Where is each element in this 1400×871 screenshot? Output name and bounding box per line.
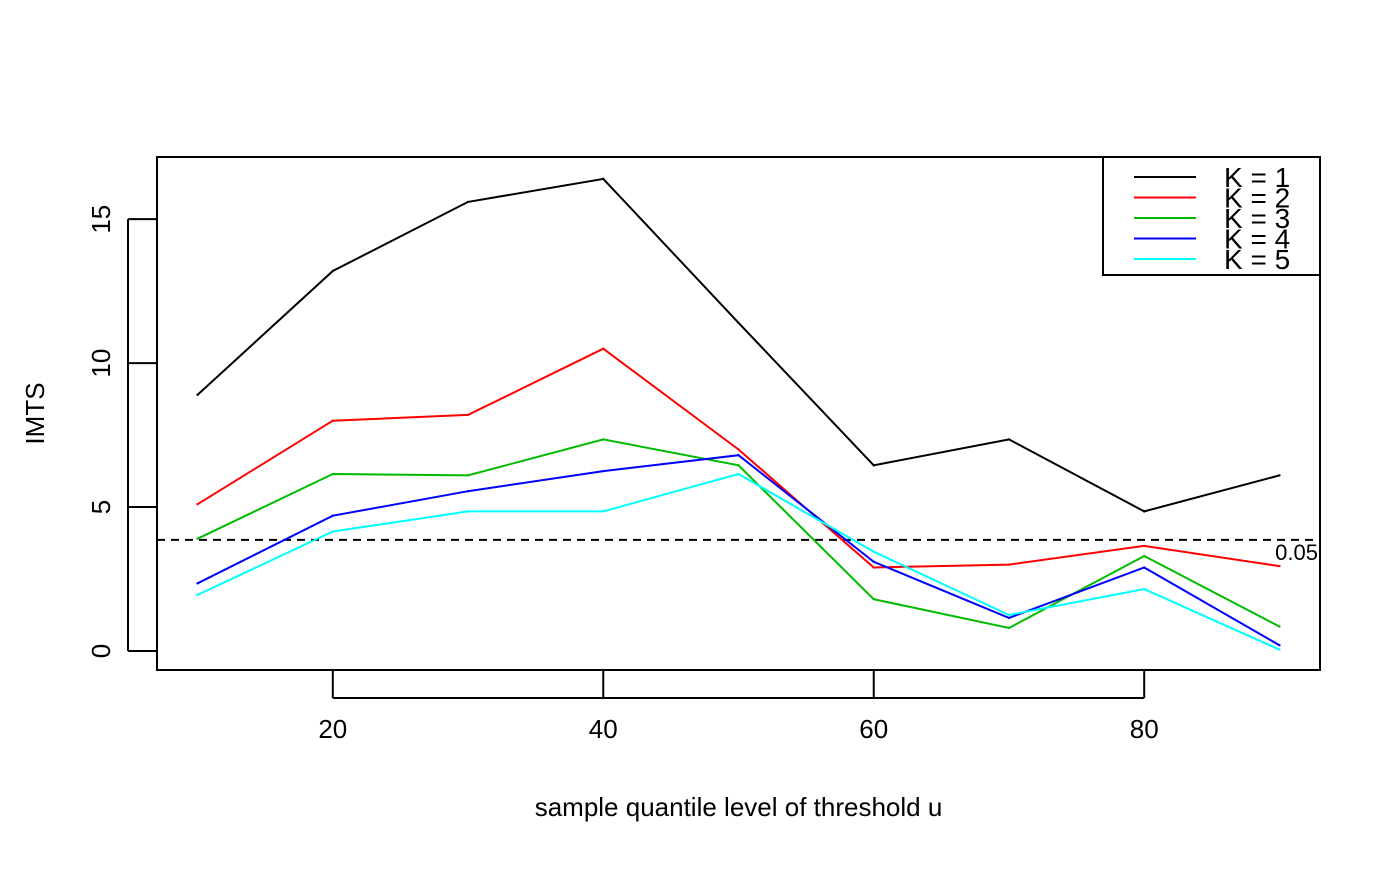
data-point-s5-8	[1142, 587, 1146, 591]
data-point-s1-5	[737, 321, 740, 325]
data-point-s2-3	[466, 413, 470, 417]
data-point-s1-6	[872, 464, 875, 467]
data-point-s5-7	[1007, 613, 1011, 617]
data-point-s4-4	[602, 469, 605, 473]
data-point-s5-9	[1278, 648, 1281, 651]
data-point-s4-8	[1142, 566, 1146, 569]
x-tick-label-40: 40	[589, 714, 618, 744]
legend-label-2: K = 2	[1224, 183, 1290, 214]
data-point-s5-2	[331, 530, 335, 533]
legend-label-1: K = 1	[1224, 162, 1290, 193]
x-tick-label-20: 20	[318, 714, 347, 744]
data-point-s4-6	[872, 560, 875, 563]
data-point-s1-8	[1142, 510, 1146, 513]
data-point-s4-9	[1278, 644, 1281, 647]
data-point-s1-4	[602, 177, 605, 181]
y-tick-label-0: 0	[86, 644, 116, 658]
plot-frame	[156, 156, 1321, 671]
data-point-s2-9	[1278, 564, 1281, 568]
data-point-s3-4	[602, 438, 605, 441]
reference-line-label: 0.05	[1275, 540, 1318, 565]
series-line-2	[197, 347, 1280, 569]
data-point-s4-7	[1007, 616, 1011, 620]
x-tick-label-80: 80	[1130, 714, 1159, 744]
data-point-s2-8	[1142, 544, 1146, 548]
data-point-s3-3	[466, 474, 470, 477]
axes: 20 40 60 80 0 5 10 15	[86, 156, 1321, 744]
legend-label-3: K = 3	[1224, 203, 1290, 234]
y-tick-label-15: 15	[86, 205, 116, 234]
data-point-s5-3	[466, 510, 470, 513]
data-point-s3-6	[872, 597, 875, 601]
data-point-s2-7	[1007, 563, 1011, 566]
data-point-s5-1	[196, 593, 199, 597]
data-point-s3-1	[196, 537, 199, 540]
x-axis-title: sample quantile level of threshold u	[535, 792, 943, 822]
data-point-s4-1	[196, 582, 199, 585]
data-point-s2-5	[737, 448, 740, 451]
legend-label-4: K = 4	[1224, 224, 1290, 255]
data-point-s2-1	[196, 502, 199, 506]
data-point-s4-3	[466, 490, 470, 493]
data-point-s5-4	[602, 510, 605, 513]
plot-area: 0.05	[157, 177, 1320, 651]
data-point-s4-2	[331, 514, 335, 517]
data-point-s5-6	[872, 550, 875, 553]
data-point-s3-7	[1007, 626, 1011, 630]
y-tick-label-5: 5	[86, 500, 116, 514]
legend-label-5: K = 5	[1224, 244, 1290, 275]
data-point-s1-7	[1007, 438, 1011, 441]
data-point-s1-9	[1278, 474, 1281, 477]
data-point-s4-5	[737, 454, 740, 457]
series-line-3	[197, 438, 1280, 630]
y-axis-title: IMTS	[20, 382, 50, 444]
legend: K = 1K = 2K = 3K = 4K = 5	[1102, 156, 1321, 276]
data-point-s2-6	[872, 566, 875, 569]
data-point-s2-4	[602, 347, 605, 350]
data-point-s3-9	[1278, 625, 1281, 628]
data-point-s3-2	[331, 472, 335, 476]
x-tick-label-60: 60	[859, 714, 888, 744]
data-point-s1-2	[331, 269, 335, 273]
data-point-s5-5	[737, 472, 740, 476]
data-point-s3-5	[737, 464, 740, 467]
data-point-s1-1	[196, 393, 199, 396]
data-point-s1-3	[466, 200, 470, 204]
y-tick-label-10: 10	[86, 349, 116, 378]
data-point-s3-8	[1142, 554, 1146, 558]
data-point-s2-2	[331, 419, 335, 422]
series-line-5	[197, 472, 1280, 651]
